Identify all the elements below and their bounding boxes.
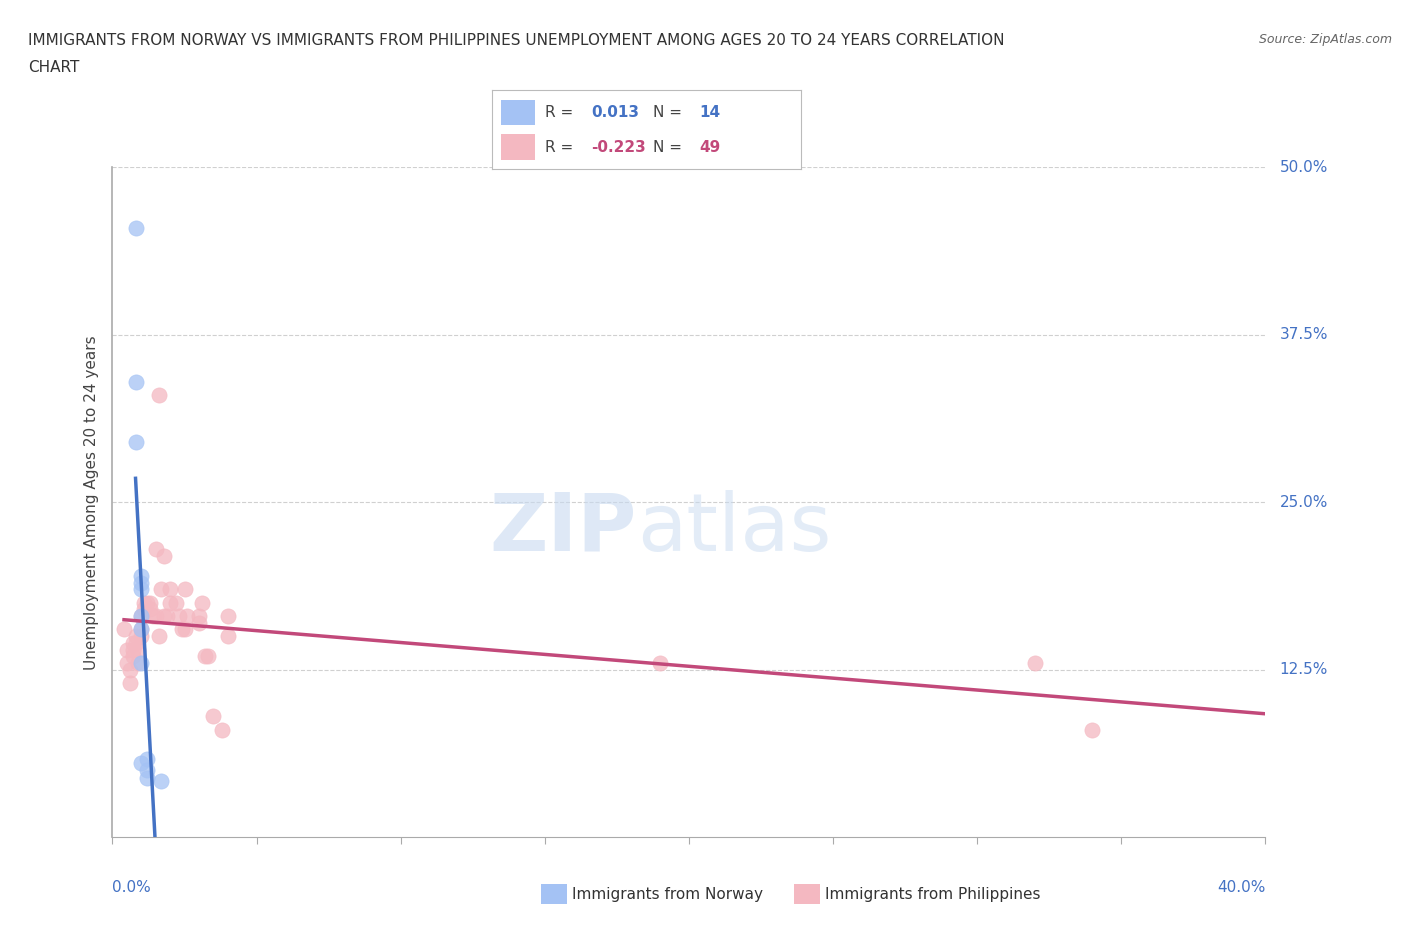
Text: N =: N = xyxy=(652,140,686,154)
Point xyxy=(129,756,153,771)
Point xyxy=(145,541,167,556)
Point xyxy=(129,582,153,597)
Text: 0.0%: 0.0% xyxy=(112,880,152,895)
Point xyxy=(118,675,141,690)
Point xyxy=(121,642,143,657)
Text: Source: ZipAtlas.com: Source: ZipAtlas.com xyxy=(1258,33,1392,46)
Point xyxy=(142,608,165,623)
Point xyxy=(115,642,138,657)
Text: R =: R = xyxy=(544,140,578,154)
Point xyxy=(217,608,239,623)
Point xyxy=(148,388,170,403)
Y-axis label: Unemployment Among Ages 20 to 24 years: Unemployment Among Ages 20 to 24 years xyxy=(84,335,100,670)
Point xyxy=(127,642,149,657)
Point xyxy=(197,649,219,664)
Point xyxy=(124,374,146,389)
Text: Immigrants from Norway: Immigrants from Norway xyxy=(572,887,763,902)
Point xyxy=(127,656,149,671)
Point xyxy=(129,656,153,671)
Point xyxy=(121,649,143,664)
Text: 12.5%: 12.5% xyxy=(1279,662,1329,677)
Point xyxy=(129,622,153,637)
Text: 37.5%: 37.5% xyxy=(1279,327,1329,342)
Point xyxy=(648,656,672,671)
Point xyxy=(191,595,214,610)
Point xyxy=(170,622,193,637)
Point xyxy=(145,608,167,623)
Point xyxy=(156,608,179,623)
Text: N =: N = xyxy=(652,105,686,120)
FancyBboxPatch shape xyxy=(502,100,536,125)
Point xyxy=(153,549,176,564)
Point xyxy=(188,616,211,631)
Point xyxy=(129,608,153,623)
Point xyxy=(167,608,190,623)
Point xyxy=(136,771,159,786)
Text: Immigrants from Philippines: Immigrants from Philippines xyxy=(825,887,1040,902)
Point xyxy=(124,635,146,650)
Point xyxy=(194,649,217,664)
Text: R =: R = xyxy=(544,105,578,120)
Point xyxy=(153,608,176,623)
Point xyxy=(136,763,159,777)
Point xyxy=(159,595,181,610)
Point xyxy=(129,608,153,623)
Point xyxy=(124,629,146,644)
Point xyxy=(202,709,225,724)
Point xyxy=(211,723,233,737)
Point xyxy=(188,608,211,623)
Point xyxy=(217,629,239,644)
Point xyxy=(159,582,181,597)
Text: 14: 14 xyxy=(699,105,720,120)
Point xyxy=(136,595,159,610)
Text: 40.0%: 40.0% xyxy=(1218,880,1265,895)
Point xyxy=(1024,656,1046,671)
Text: 25.0%: 25.0% xyxy=(1279,495,1329,510)
Point xyxy=(134,602,156,617)
Point xyxy=(150,582,173,597)
Text: -0.223: -0.223 xyxy=(591,140,645,154)
Point xyxy=(1081,723,1104,737)
Point xyxy=(173,622,195,637)
Text: CHART: CHART xyxy=(28,60,80,75)
Point xyxy=(129,568,153,583)
Point xyxy=(124,434,146,449)
Point xyxy=(139,595,162,610)
Point xyxy=(134,595,156,610)
Point xyxy=(121,635,143,650)
Point xyxy=(136,751,159,766)
Text: 49: 49 xyxy=(699,140,721,154)
Point xyxy=(139,602,162,617)
Point xyxy=(165,595,187,610)
Point xyxy=(173,582,195,597)
Point xyxy=(129,575,153,590)
Text: IMMIGRANTS FROM NORWAY VS IMMIGRANTS FROM PHILIPPINES UNEMPLOYMENT AMONG AGES 20: IMMIGRANTS FROM NORWAY VS IMMIGRANTS FRO… xyxy=(28,33,1005,47)
Point xyxy=(129,622,153,637)
Point xyxy=(118,662,141,677)
Text: 50.0%: 50.0% xyxy=(1279,160,1329,175)
Point xyxy=(124,220,146,235)
Text: ZIP: ZIP xyxy=(489,490,637,568)
FancyBboxPatch shape xyxy=(502,135,536,160)
Point xyxy=(176,608,198,623)
Point xyxy=(129,629,153,644)
Point xyxy=(150,774,173,789)
Text: 0.013: 0.013 xyxy=(591,105,640,120)
Point xyxy=(115,656,138,671)
Text: atlas: atlas xyxy=(637,490,831,568)
Point xyxy=(148,629,170,644)
Point xyxy=(112,622,135,637)
